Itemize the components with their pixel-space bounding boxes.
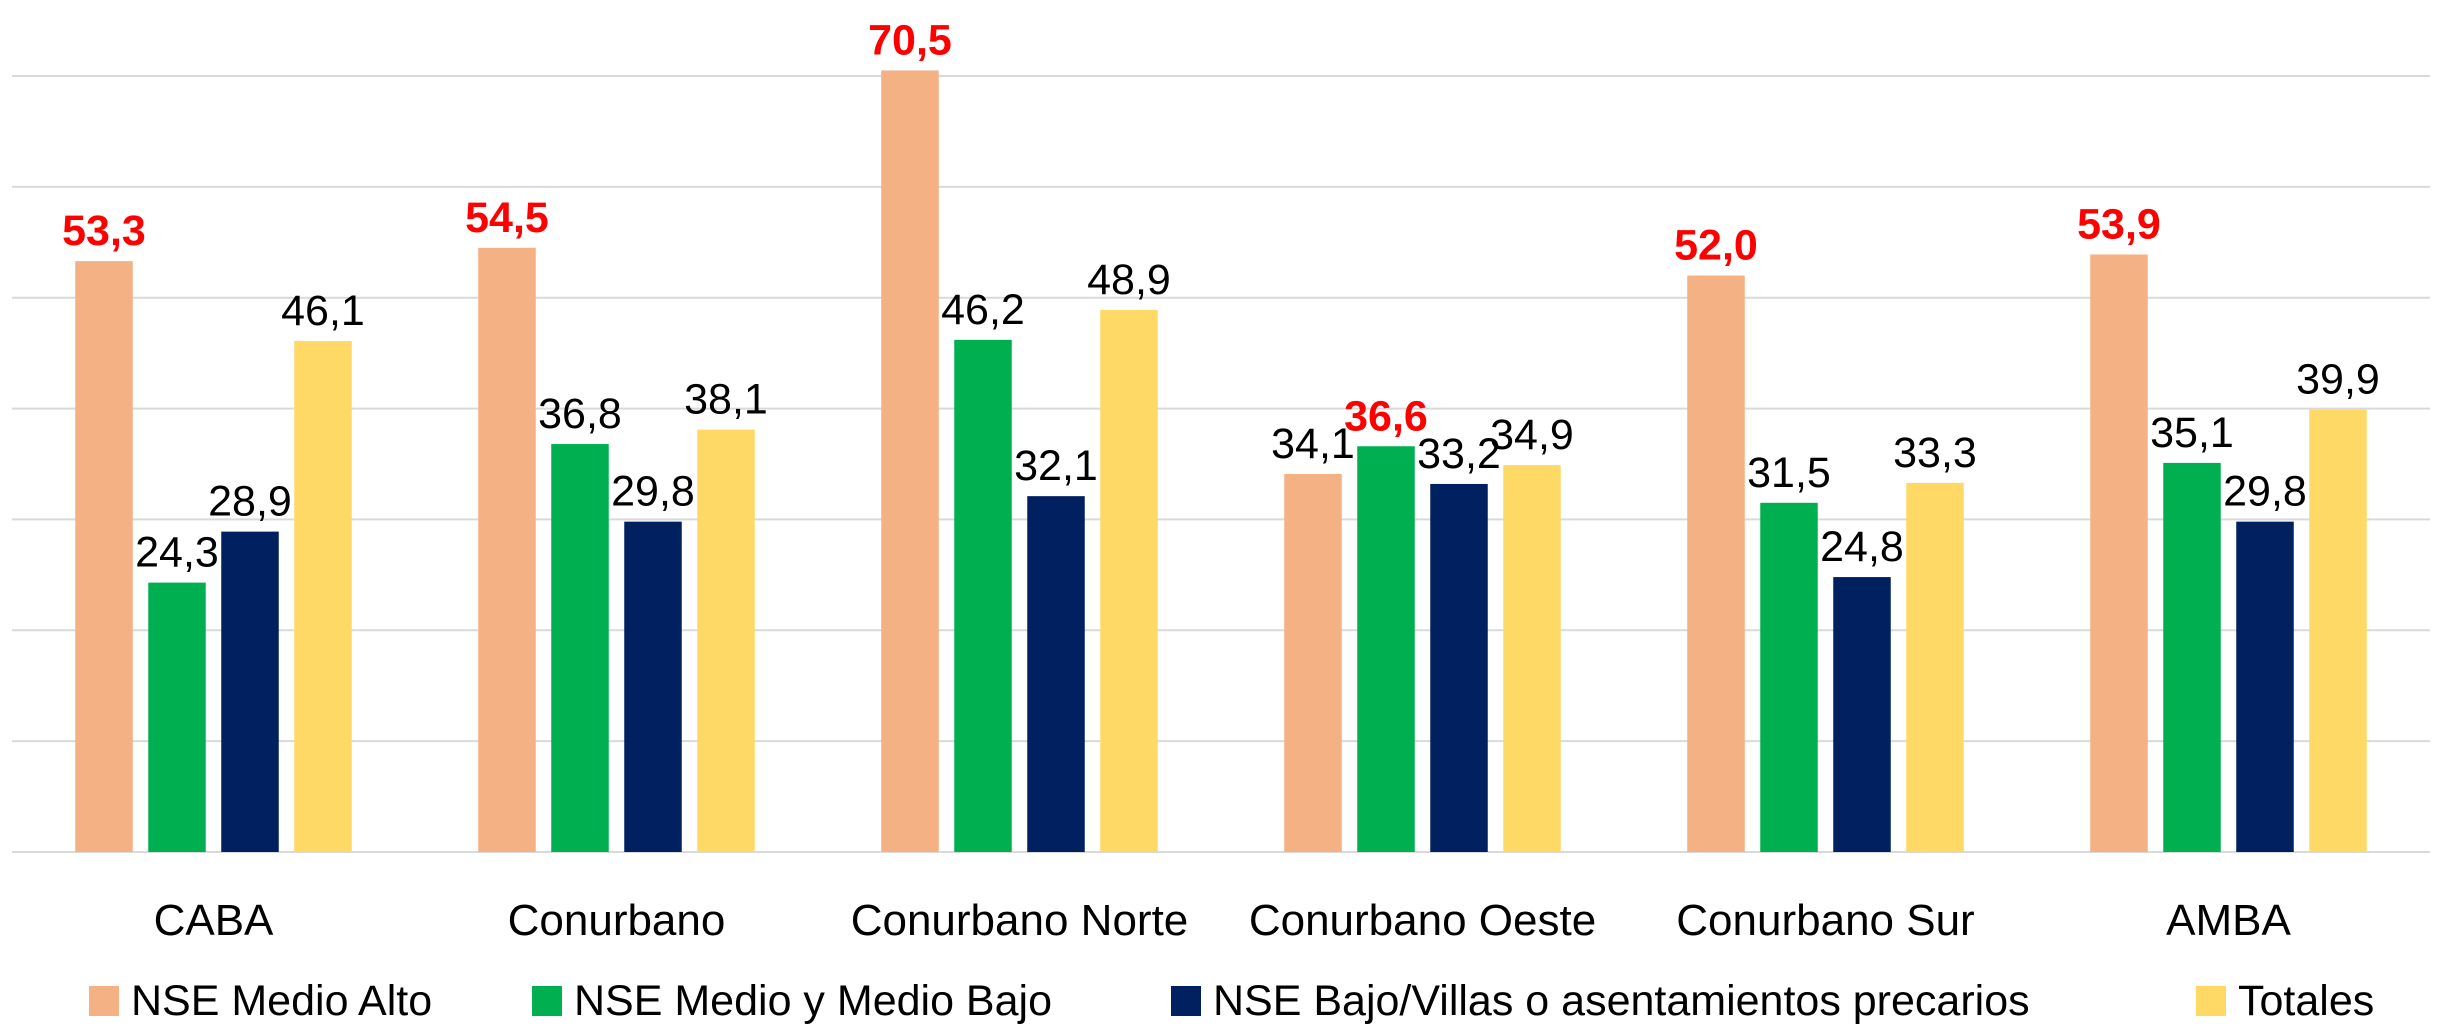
value-label: 48,9 (1087, 256, 1171, 304)
x-tick-label: Conurbano Norte (851, 896, 1189, 945)
bar (294, 340, 352, 852)
bar (1430, 483, 1488, 852)
bar (2090, 254, 2148, 853)
legend-swatch (89, 986, 119, 1016)
bar (478, 247, 536, 853)
value-label: 36,8 (538, 390, 622, 438)
legend-label: Totales (2238, 977, 2374, 1025)
value-label: 31,5 (1747, 449, 1831, 497)
x-tick-label: Conurbano Sur (1676, 896, 1974, 945)
value-label: 38,1 (684, 376, 768, 424)
value-label: 53,3 (62, 207, 146, 255)
legend-swatch (1171, 986, 1201, 1016)
bar (2309, 409, 2367, 852)
bar (1906, 482, 1964, 852)
value-label: 70,5 (868, 16, 952, 64)
bar (75, 261, 133, 852)
bar (2163, 462, 2221, 852)
bar (881, 70, 939, 852)
legend-label: NSE Medio Alto (131, 977, 432, 1025)
bar (551, 444, 609, 852)
value-label: 34,9 (1490, 411, 1574, 459)
bar (1027, 496, 1085, 852)
x-tick-label: Conurbano Oeste (1249, 896, 1596, 945)
x-tick-label: AMBA (2166, 896, 2291, 945)
x-tick-label: Conurbano (508, 896, 726, 945)
value-label: 34,1 (1271, 420, 1355, 468)
bar (2236, 521, 2294, 852)
bar (624, 521, 682, 852)
bar (1687, 275, 1745, 852)
bar (148, 582, 206, 852)
bar (1503, 465, 1561, 852)
value-label: 28,9 (208, 478, 292, 526)
value-label: 24,8 (1820, 523, 1904, 571)
bar (1357, 446, 1415, 852)
value-label: 39,9 (2296, 356, 2380, 404)
value-label: 54,5 (465, 194, 549, 242)
value-label: 52,0 (1674, 222, 1758, 270)
value-label: 29,8 (611, 468, 695, 516)
value-label: 35,1 (2150, 409, 2234, 457)
value-label: 53,9 (2077, 200, 2161, 248)
bar (1760, 502, 1818, 852)
bar (1100, 309, 1158, 852)
bar (1284, 473, 1342, 852)
legend-label: NSE Bajo/Villas o asentamientos precario… (1213, 977, 2030, 1025)
value-label: 33,2 (1417, 430, 1501, 478)
legend-label: NSE Medio y Medio Bajo (574, 977, 1052, 1025)
value-label: 33,3 (1893, 429, 1977, 477)
value-label: 32,1 (1014, 442, 1098, 490)
bar (954, 339, 1012, 853)
value-label: 24,3 (135, 529, 219, 577)
value-label: 46,2 (941, 286, 1025, 334)
bar (221, 531, 279, 852)
bar (697, 429, 755, 852)
value-label: 36,6 (1344, 392, 1428, 440)
x-tick-label: CABA (154, 896, 274, 945)
value-label: 29,8 (2223, 468, 2307, 516)
legend-swatch (2196, 986, 2226, 1016)
bar (1833, 577, 1891, 852)
value-label: 46,1 (281, 287, 365, 335)
legend-swatch (532, 986, 562, 1016)
